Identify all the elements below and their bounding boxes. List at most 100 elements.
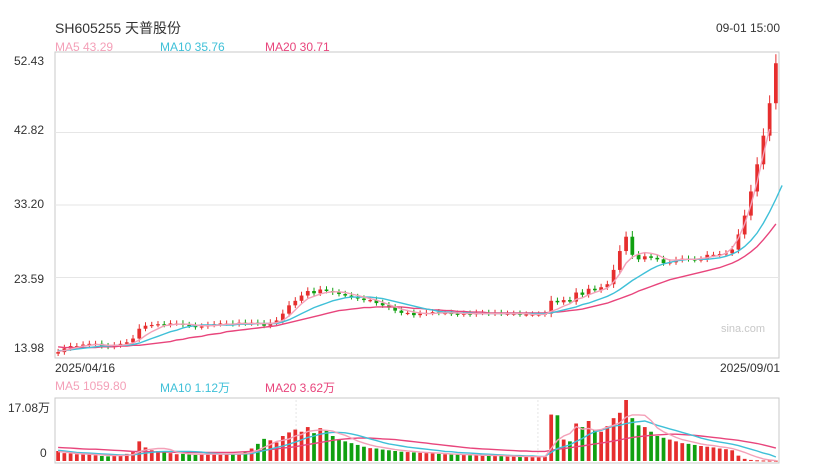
- volume-bar: [212, 453, 217, 461]
- volume-bar: [430, 453, 435, 461]
- volume-bar: [555, 415, 560, 461]
- volume-bar: [493, 456, 497, 461]
- volume-bar: [62, 453, 67, 461]
- volume-bar: [99, 456, 104, 461]
- candle-body: [599, 287, 603, 291]
- candle-body: [355, 297, 360, 299]
- candle-body: [561, 300, 566, 303]
- candle-body: [711, 254, 716, 257]
- volume-bar: [343, 441, 348, 461]
- volume-legend-ma5-text: MA5 1059.80: [55, 379, 127, 393]
- volume-bar: [168, 453, 173, 461]
- volume-bar: [742, 458, 747, 461]
- candle-body: [312, 291, 316, 294]
- volume-bar: [574, 423, 579, 461]
- candle-body: [418, 313, 422, 316]
- ma5-line: [58, 128, 771, 353]
- volume-ma5-line: [58, 414, 776, 462]
- x-end-label: 2025/09/01: [719, 361, 780, 375]
- volume-bar: [436, 453, 441, 461]
- volume-bar: [536, 457, 541, 461]
- volume-bar: [274, 442, 279, 461]
- candle-body: [412, 312, 416, 316]
- volume-bar: [243, 451, 248, 461]
- candle-body: [280, 313, 285, 321]
- volume-bar: [405, 452, 410, 461]
- candle-body: [368, 300, 373, 302]
- volume-bar: [418, 452, 422, 461]
- candle-body: [636, 254, 641, 260]
- candle-body: [343, 294, 348, 296]
- volume-bar: [686, 443, 691, 461]
- volume-bar: [461, 454, 466, 461]
- candle-body: [131, 338, 135, 343]
- volume-bar: [499, 456, 504, 461]
- candle-body: [56, 352, 60, 354]
- volume-bar: [299, 431, 304, 461]
- volume-bar: [561, 439, 566, 461]
- chart-title: SH605255 天普股份: [55, 20, 182, 36]
- volume-bar: [480, 455, 485, 461]
- volume-bar: [717, 448, 722, 461]
- volume-legend-ma20-text: MA20 3.62万: [265, 381, 336, 395]
- volume-bar: [630, 418, 635, 461]
- volume-ma10-line: [58, 420, 777, 458]
- candle-body: [168, 323, 173, 325]
- candle-body: [655, 257, 660, 260]
- volume-bar: [543, 456, 547, 461]
- volume-bar: [312, 433, 316, 461]
- volume-bar: [611, 418, 616, 461]
- price-legend-ma5-text: MA5 43.29: [55, 40, 114, 54]
- candle-body: [755, 164, 760, 192]
- volume-bar: [767, 460, 772, 462]
- volume-bar: [749, 459, 753, 461]
- price-legend-ma10: MA10 35.76: [160, 40, 225, 54]
- volume-bar: [118, 454, 123, 461]
- candle-body: [555, 300, 560, 303]
- volume-bar: [412, 452, 416, 461]
- volume-bar: [224, 454, 229, 461]
- volume-bar: [293, 429, 298, 461]
- volume-bar: [337, 439, 341, 461]
- volume-bar: [530, 457, 535, 461]
- price-legend-ma10-text: MA10 35.76: [160, 40, 225, 54]
- volume-bar: [474, 455, 479, 461]
- y-tick-label: 13.98: [14, 341, 45, 355]
- candle-body: [293, 300, 298, 306]
- candle-body: [624, 236, 628, 252]
- volume-bar: [199, 453, 204, 461]
- watermark: sina.com: [720, 323, 765, 335]
- candle-body: [661, 259, 666, 264]
- volume-bar: [568, 441, 572, 461]
- volume-legend-ma10: MA10 1.12万: [160, 379, 230, 396]
- candle-body: [324, 289, 329, 292]
- candle-body: [393, 307, 398, 311]
- candle-body: [605, 284, 610, 288]
- candle-body: [617, 251, 622, 270]
- candle-body: [124, 342, 129, 344]
- candle-body: [305, 291, 310, 296]
- volume-bar: [374, 448, 379, 461]
- volume-bar: [518, 456, 522, 461]
- volume-legend-ma10-text: MA10 1.12万: [160, 381, 231, 395]
- volume-bar: [705, 446, 710, 461]
- volume-bar: [661, 437, 666, 461]
- volume-bar: [455, 454, 460, 461]
- volume-bar: [56, 451, 60, 461]
- price-legend-ma20: MA20 30.71: [265, 40, 330, 54]
- volume-bar: [380, 449, 385, 461]
- y-tick-label: 23.59: [14, 272, 45, 286]
- volume-bar: [599, 431, 603, 461]
- volume-bar: [667, 439, 672, 461]
- volume-bar: [174, 454, 179, 461]
- candle-body: [318, 289, 323, 294]
- y-tick-label: 42.82: [14, 123, 45, 137]
- candle-body: [162, 324, 167, 326]
- volume-bar: [324, 430, 329, 461]
- volume-bar: [449, 454, 454, 461]
- candle-body: [642, 256, 647, 260]
- volume-bar: [468, 455, 472, 461]
- candle-body: [268, 322, 273, 326]
- volume-bar: [505, 456, 510, 461]
- volume-bar: [162, 452, 167, 461]
